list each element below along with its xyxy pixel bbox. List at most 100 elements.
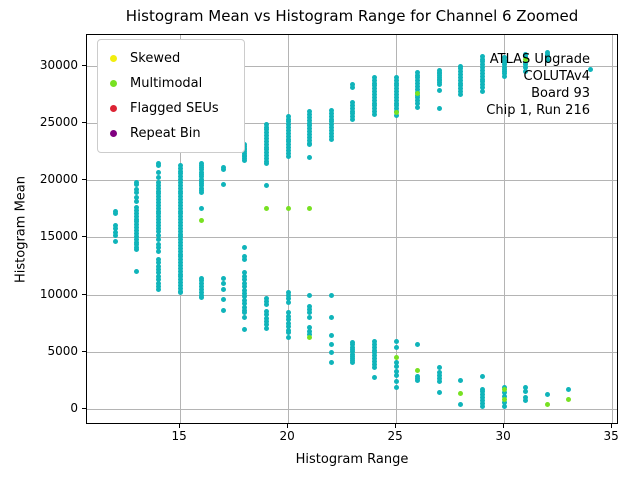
scatter-point (155, 229, 161, 235)
scatter-point (415, 341, 421, 347)
scatter-point (199, 275, 205, 281)
scatter-point (415, 375, 421, 381)
scatter-point (307, 328, 313, 334)
scatter-point (371, 353, 377, 359)
scatter-point (285, 153, 291, 159)
scatter-point (501, 396, 507, 402)
scatter-point (155, 260, 161, 266)
scatter-point (307, 114, 313, 120)
scatter-point (220, 296, 226, 302)
scatter-point (263, 121, 269, 127)
scatter-point (220, 280, 226, 286)
scatter-point (242, 157, 248, 163)
scatter-point (285, 133, 291, 139)
scatter-point (263, 322, 269, 328)
scatter-point (155, 283, 161, 289)
scatter-point (350, 102, 356, 108)
scatter-point (199, 289, 205, 295)
scatter-point (263, 160, 269, 166)
scatter-point (155, 211, 161, 217)
scatter-point (523, 398, 529, 404)
scatter-point (263, 138, 269, 144)
scatter-point (285, 113, 291, 119)
scatter-point (393, 83, 399, 89)
scatter-point (393, 103, 399, 109)
scatter-point (285, 320, 291, 326)
y-tick-label: 25000 (39, 115, 78, 130)
scatter-point (371, 359, 377, 365)
scatter-point (220, 275, 226, 281)
legend-marker-icon (110, 105, 117, 112)
scatter-point (155, 163, 161, 169)
scatter-point (263, 133, 269, 139)
scatter-point (263, 298, 269, 304)
x-gridline (288, 35, 290, 423)
scatter-point (479, 392, 485, 398)
scatter-point (263, 124, 269, 130)
scatter-point (479, 59, 485, 65)
scatter-point (263, 141, 269, 147)
scatter-point (285, 125, 291, 131)
y-tick (82, 122, 86, 124)
scatter-point (350, 85, 356, 91)
scatter-point (479, 76, 485, 82)
scatter-point (436, 369, 442, 375)
scatter-point (328, 360, 334, 366)
scatter-point (285, 139, 291, 145)
chart-title: Histogram Mean vs Histogram Range for Ch… (125, 7, 579, 25)
scatter-point (393, 368, 399, 374)
scatter-point (155, 185, 161, 191)
scatter-point (307, 134, 313, 140)
scatter-point (177, 182, 183, 188)
scatter-point (393, 91, 399, 97)
scatter-point (307, 111, 313, 117)
scatter-point (415, 72, 421, 78)
scatter-point (263, 130, 269, 136)
scatter-point (285, 119, 291, 125)
scatter-point (350, 360, 356, 366)
scatter-point (479, 403, 485, 409)
scatter-point (177, 171, 183, 177)
scatter-point (199, 217, 205, 223)
scatter-point (415, 86, 421, 92)
scatter-point (436, 390, 442, 396)
scatter-point (155, 197, 161, 203)
x-tick-label: 20 (279, 429, 295, 443)
scatter-point (393, 112, 399, 118)
scatter-point (177, 285, 183, 291)
scatter-point (177, 245, 183, 251)
scatter-point (307, 129, 313, 135)
scatter-point (155, 220, 161, 226)
scatter-point (242, 287, 248, 293)
scatter-point (436, 372, 442, 378)
scatter-point (155, 188, 161, 194)
scatter-point (242, 297, 248, 303)
scatter-point (134, 205, 140, 211)
scatter-point (177, 211, 183, 217)
scatter-point (285, 127, 291, 133)
scatter-point (177, 262, 183, 268)
scatter-point (328, 314, 334, 320)
scatter-point (155, 180, 161, 186)
scatter-point (242, 326, 248, 332)
scatter-point (155, 191, 161, 197)
scatter-point (155, 222, 161, 228)
legend-marker-icon (110, 80, 117, 87)
scatter-point (415, 83, 421, 89)
legend-label: Flagged SEUs (130, 101, 219, 116)
scatter-point (242, 270, 248, 276)
scatter-point (328, 119, 334, 125)
scatter-point (285, 313, 291, 319)
scatter-point (544, 401, 550, 407)
scatter-point (458, 91, 464, 97)
scatter-point (112, 233, 118, 239)
scatter-point (134, 208, 140, 214)
scatter-point (436, 375, 442, 381)
scatter-point (371, 344, 377, 350)
x-tick (503, 424, 505, 428)
scatter-point (501, 387, 507, 393)
y-gridline (87, 408, 617, 410)
scatter-point (242, 277, 248, 283)
scatter-point (371, 94, 377, 100)
legend-entry: Multimodal (98, 71, 244, 96)
